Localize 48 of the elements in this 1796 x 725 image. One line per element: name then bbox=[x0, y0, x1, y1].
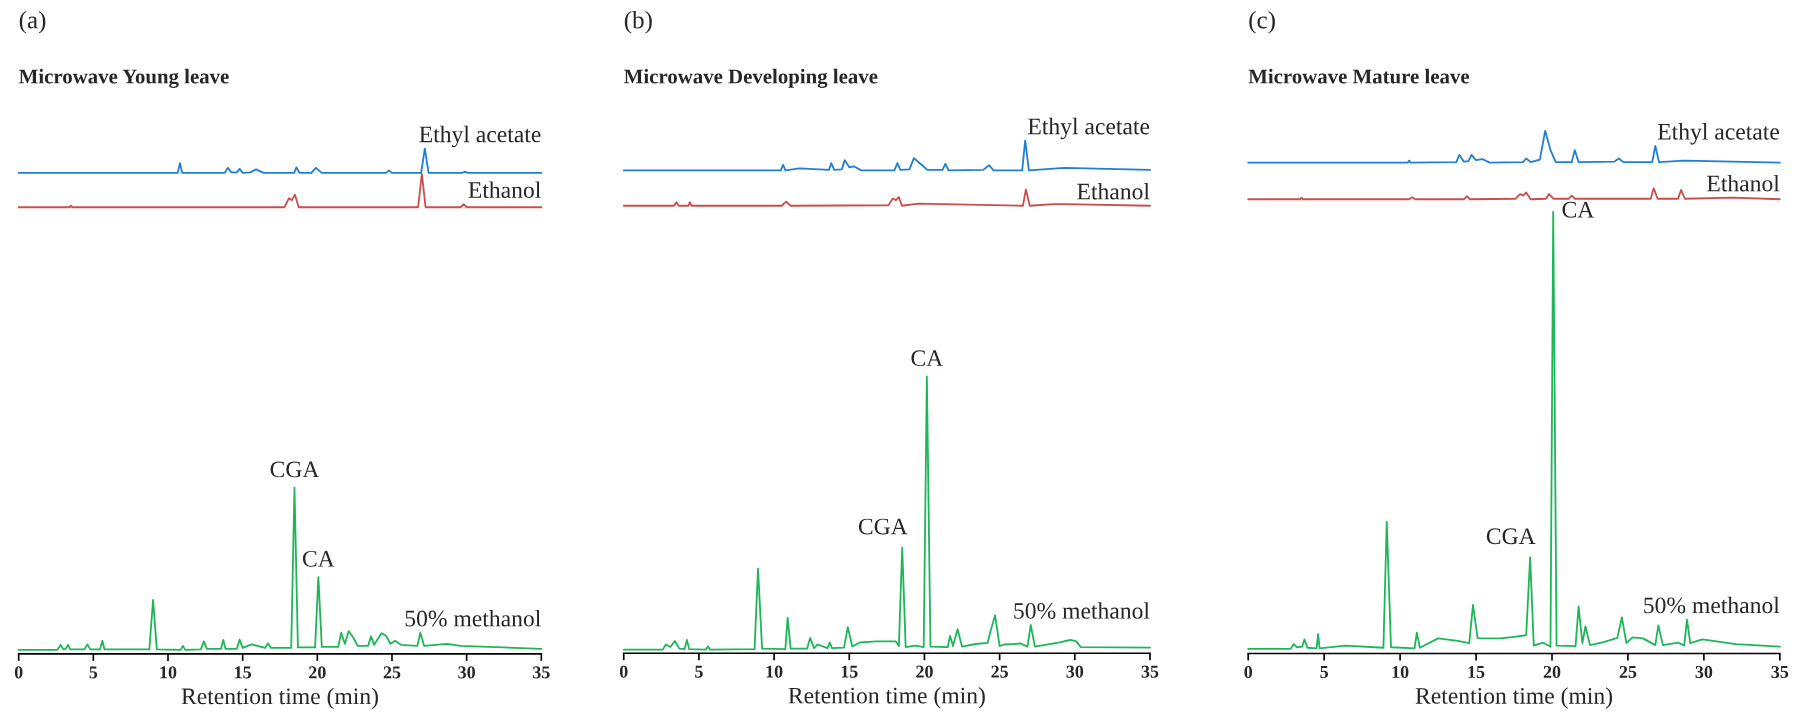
x-tick-label: 15 bbox=[1468, 665, 1485, 679]
x-axis-title: Retention time (min) bbox=[788, 686, 985, 709]
x-tick-label: 15 bbox=[235, 666, 252, 679]
series-label: Ethyl acetate bbox=[1028, 117, 1150, 140]
x-axis-title: Retention time (min) bbox=[181, 687, 378, 710]
x-tick-label: 30 bbox=[1695, 665, 1713, 679]
x-tick-label: 0 bbox=[619, 665, 628, 678]
x-tick-label: 0 bbox=[1244, 665, 1253, 679]
x-tick-label: 25 bbox=[991, 665, 1008, 678]
x-axis-title: Retention time (min) bbox=[1415, 687, 1613, 709]
series-label: 50% methanol bbox=[1644, 596, 1780, 614]
x-tick-label: 35 bbox=[1771, 665, 1789, 679]
x-tick-label: 35 bbox=[1141, 665, 1159, 678]
series-label: 50% methanol bbox=[405, 609, 541, 627]
x-tick-label: 5 bbox=[89, 666, 98, 679]
series-label: 50% methanol bbox=[1014, 602, 1150, 619]
x-tick-label: 20 bbox=[309, 666, 326, 679]
series-label: Ethanol bbox=[468, 181, 541, 199]
x-tick-label: 25 bbox=[1619, 665, 1637, 679]
x-tick-label: 0 bbox=[14, 666, 23, 679]
chart-title: (a) bbox=[19, 10, 46, 34]
x-tick-label: 5 bbox=[695, 665, 703, 678]
chart-subtitle: Microwave Young leave bbox=[19, 68, 229, 88]
x-tick-label: 20 bbox=[1543, 665, 1561, 679]
annotation: CGA bbox=[858, 518, 908, 535]
x-tick-label: 5 bbox=[1320, 666, 1329, 679]
x-tick-label: 30 bbox=[458, 666, 475, 679]
annotation: CA bbox=[911, 350, 944, 367]
x-tick-label: 10 bbox=[160, 666, 177, 679]
series-label: Ethanol bbox=[1707, 174, 1780, 192]
x-tick-label: 15 bbox=[841, 665, 858, 678]
series-label: Ethanol bbox=[1077, 182, 1150, 200]
series-label: Ethyl acetate bbox=[1657, 123, 1780, 145]
x-tick-label: 20 bbox=[916, 665, 933, 678]
chart-title: (c) bbox=[1249, 10, 1275, 34]
annotation: CGA bbox=[270, 461, 320, 478]
x-tick-label: 10 bbox=[1392, 665, 1409, 679]
series-label: Ethyl acetate bbox=[419, 125, 541, 148]
annotation: CA bbox=[302, 550, 335, 567]
x-tick-label: 30 bbox=[1066, 665, 1084, 678]
x-tick-label: 25 bbox=[383, 666, 401, 679]
chart-title: (b) bbox=[624, 10, 652, 34]
annotation: CA bbox=[1562, 201, 1595, 218]
x-tick-label: 35 bbox=[532, 666, 550, 679]
chart-subtitle: Microwave Mature leave bbox=[1248, 68, 1470, 84]
annotation: CGA bbox=[1486, 528, 1536, 545]
chart-subtitle: Microwave Developing leave bbox=[624, 68, 878, 88]
x-tick-label: 10 bbox=[766, 665, 783, 678]
